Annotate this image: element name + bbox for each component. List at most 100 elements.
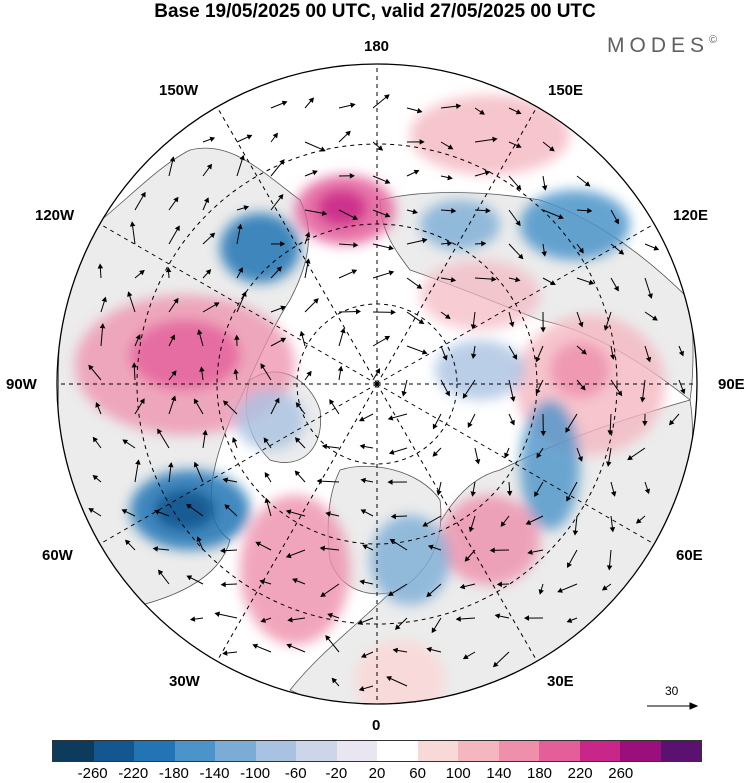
wind-vector (372, 309, 396, 316)
wind-vector (202, 136, 216, 143)
wind-vector (610, 243, 625, 255)
colorbar (52, 740, 702, 762)
wind-vector (576, 277, 595, 285)
wind-vector (440, 345, 448, 361)
colorbar-tick-label: 60 (409, 765, 426, 782)
wind-vector (189, 616, 204, 622)
lon-label-90e: 90E (718, 376, 745, 393)
wind-vector (197, 329, 204, 347)
wind-vector (508, 141, 522, 149)
wind-vector (474, 136, 498, 143)
wind-vector (214, 611, 238, 619)
wind-vector (186, 575, 204, 585)
wind-vector (523, 615, 544, 621)
colorbar-tick-label: -100 (240, 765, 271, 782)
wind-vector (338, 308, 362, 315)
anomaly-neg-alaska (220, 213, 300, 283)
wind-vector (202, 232, 216, 245)
wind-vector (252, 643, 272, 653)
wind-vector (474, 240, 487, 247)
anomaly-neg-labrador-core (155, 490, 215, 530)
wind-vectors (88, 94, 686, 692)
wind-vector (500, 515, 510, 527)
wind-vector (644, 243, 660, 251)
wind-vector (88, 508, 102, 517)
wind-vector (165, 266, 172, 279)
wind-vector (401, 379, 408, 397)
wind-vector (264, 472, 272, 483)
colorbar-cell (336, 741, 377, 761)
wind-vector (286, 643, 306, 653)
wind-vector (389, 538, 408, 551)
wind-vector (154, 509, 170, 517)
wind-vector (541, 175, 548, 191)
wind-vector (193, 461, 204, 483)
lon-label-120e: 120E (673, 207, 709, 224)
wind-vector (202, 197, 210, 211)
lon-label-150w: 150W (159, 82, 199, 99)
wind-vector (270, 159, 285, 177)
meridian-line (376, 106, 538, 385)
wind-vector (565, 413, 578, 433)
wind-vector (270, 337, 287, 347)
wind-vector (496, 581, 510, 588)
wind-vector (474, 207, 491, 214)
wind-vector (294, 470, 306, 483)
wind-vector (157, 428, 170, 449)
wind-vector (644, 277, 653, 299)
anomaly-pos-europe (355, 640, 445, 704)
wind-vector (358, 413, 374, 422)
wind-vector (489, 547, 510, 554)
wind-vector (270, 397, 280, 415)
colorbar-tick-label: 100 (445, 765, 471, 782)
wind-vector (338, 173, 355, 179)
meridian-line (376, 223, 655, 385)
anomaly-pos-canada-core (130, 320, 240, 390)
anomaly-pos-central-asia-core (550, 342, 610, 398)
wind-vector (440, 240, 453, 247)
wind-vector (470, 345, 477, 360)
wind-vector (331, 677, 340, 687)
colorbar-tick-label: 20 (368, 765, 386, 782)
wind-vector (325, 511, 340, 517)
wind-vector (270, 193, 284, 211)
wind-vector (474, 276, 497, 282)
colorbar-tick-label: 260 (608, 765, 634, 782)
colorbar-tick-label: -20 (325, 765, 348, 782)
wind-vector (474, 170, 491, 177)
wind-vector (360, 509, 374, 517)
wind-vector (220, 581, 238, 588)
wind-vector (372, 175, 391, 184)
wind-vector (360, 651, 374, 658)
wind-vector (270, 241, 286, 247)
wind-vector (668, 413, 680, 426)
wind-vector (576, 345, 587, 355)
wind-vector (440, 207, 457, 214)
colorbar-cell (660, 741, 701, 761)
reference-vector-label: 30 (665, 684, 679, 698)
wind-vector (508, 175, 522, 191)
wind-vector (287, 617, 306, 623)
meridian-line (216, 383, 378, 662)
wind-vector (202, 163, 213, 177)
wind-vector (319, 545, 340, 552)
wind-vector (436, 481, 442, 496)
graticule (57, 64, 697, 704)
colorbar-cell (417, 741, 458, 761)
wind-vector (134, 269, 145, 279)
colorbar-cell (579, 741, 620, 761)
wind-vector (610, 481, 617, 497)
wind-vector (567, 549, 578, 568)
anomaly-pos-bering-core (317, 190, 367, 226)
meridian-line (376, 383, 538, 662)
wind-vector (259, 579, 272, 585)
wind-vector (134, 459, 141, 483)
wind-vector (492, 651, 510, 668)
wind-vector (304, 258, 311, 279)
wind-vector (270, 266, 282, 279)
wind-vector (538, 583, 544, 595)
wind-vector (202, 429, 208, 449)
wind-vector (427, 544, 442, 551)
wind-vector (186, 503, 204, 517)
colorbar-tick-label: 140 (486, 765, 512, 782)
